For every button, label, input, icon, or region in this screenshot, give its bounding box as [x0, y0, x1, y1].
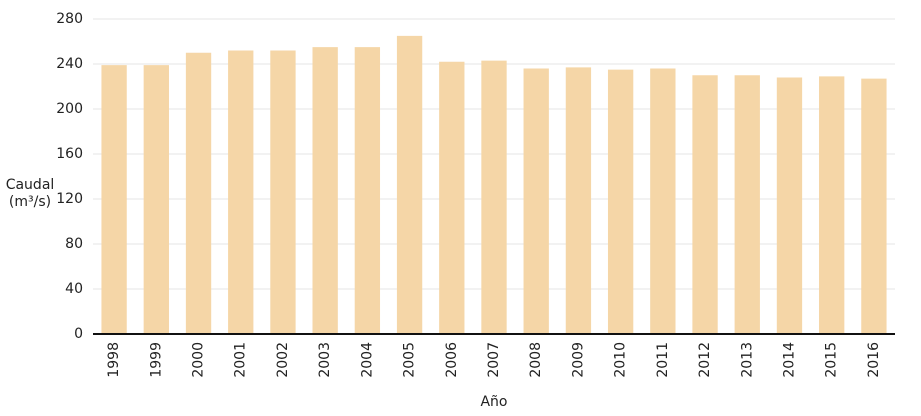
- y-tick-label: 120: [56, 191, 83, 207]
- bar: [396, 35, 423, 334]
- x-tick-label: 2002: [275, 342, 291, 378]
- bar: [101, 65, 127, 334]
- bar: [143, 65, 169, 334]
- x-tick-label: 2013: [739, 342, 755, 378]
- x-tick-label: 2003: [317, 342, 333, 378]
- y-tick-label: 240: [56, 56, 83, 72]
- bar: [185, 52, 212, 334]
- x-tick-label: 2012: [697, 342, 713, 378]
- bar: [819, 76, 845, 334]
- y-axis-label: (m³/s): [9, 194, 51, 210]
- y-tick-label: 280: [56, 11, 83, 27]
- x-tick-label: 2010: [613, 342, 629, 378]
- bar: [354, 47, 381, 334]
- x-tick-label: 2008: [528, 342, 544, 378]
- y-tick-label: 40: [65, 281, 83, 297]
- bar: [861, 78, 887, 334]
- x-tick-label: 2009: [570, 342, 586, 378]
- x-tick-label: 2014: [781, 342, 797, 378]
- bar: [270, 50, 296, 334]
- y-tick-label: 160: [56, 146, 83, 162]
- x-tick-label: 2000: [191, 342, 207, 378]
- x-axis-label: Año: [480, 394, 507, 410]
- bar: [734, 75, 760, 334]
- x-tick-label: 2006: [444, 342, 460, 378]
- bar: [228, 50, 254, 334]
- x-tick-label: 2001: [233, 342, 249, 378]
- y-axis-label: Caudal: [6, 177, 55, 193]
- x-tick-label: 2004: [359, 342, 375, 378]
- x-tick-label: 2016: [866, 342, 882, 378]
- bar: [692, 75, 718, 334]
- bar: [312, 47, 338, 334]
- x-tick-label: 1999: [148, 342, 164, 378]
- bar: [565, 67, 592, 334]
- bar: [607, 69, 634, 334]
- x-tick-label: 1998: [106, 342, 122, 378]
- bar: [776, 77, 803, 334]
- bar: [650, 68, 676, 334]
- bar: [439, 61, 465, 334]
- y-tick-label: 200: [56, 101, 83, 117]
- y-tick-label: 80: [65, 236, 83, 252]
- x-tick-label: 2015: [824, 342, 840, 378]
- bar: [481, 60, 507, 334]
- x-tick-label: 2005: [402, 342, 418, 378]
- x-tick-label: 2011: [655, 342, 671, 378]
- x-tick-label: 2007: [486, 342, 502, 378]
- y-tick-label: 0: [74, 326, 83, 342]
- bar: [523, 68, 549, 334]
